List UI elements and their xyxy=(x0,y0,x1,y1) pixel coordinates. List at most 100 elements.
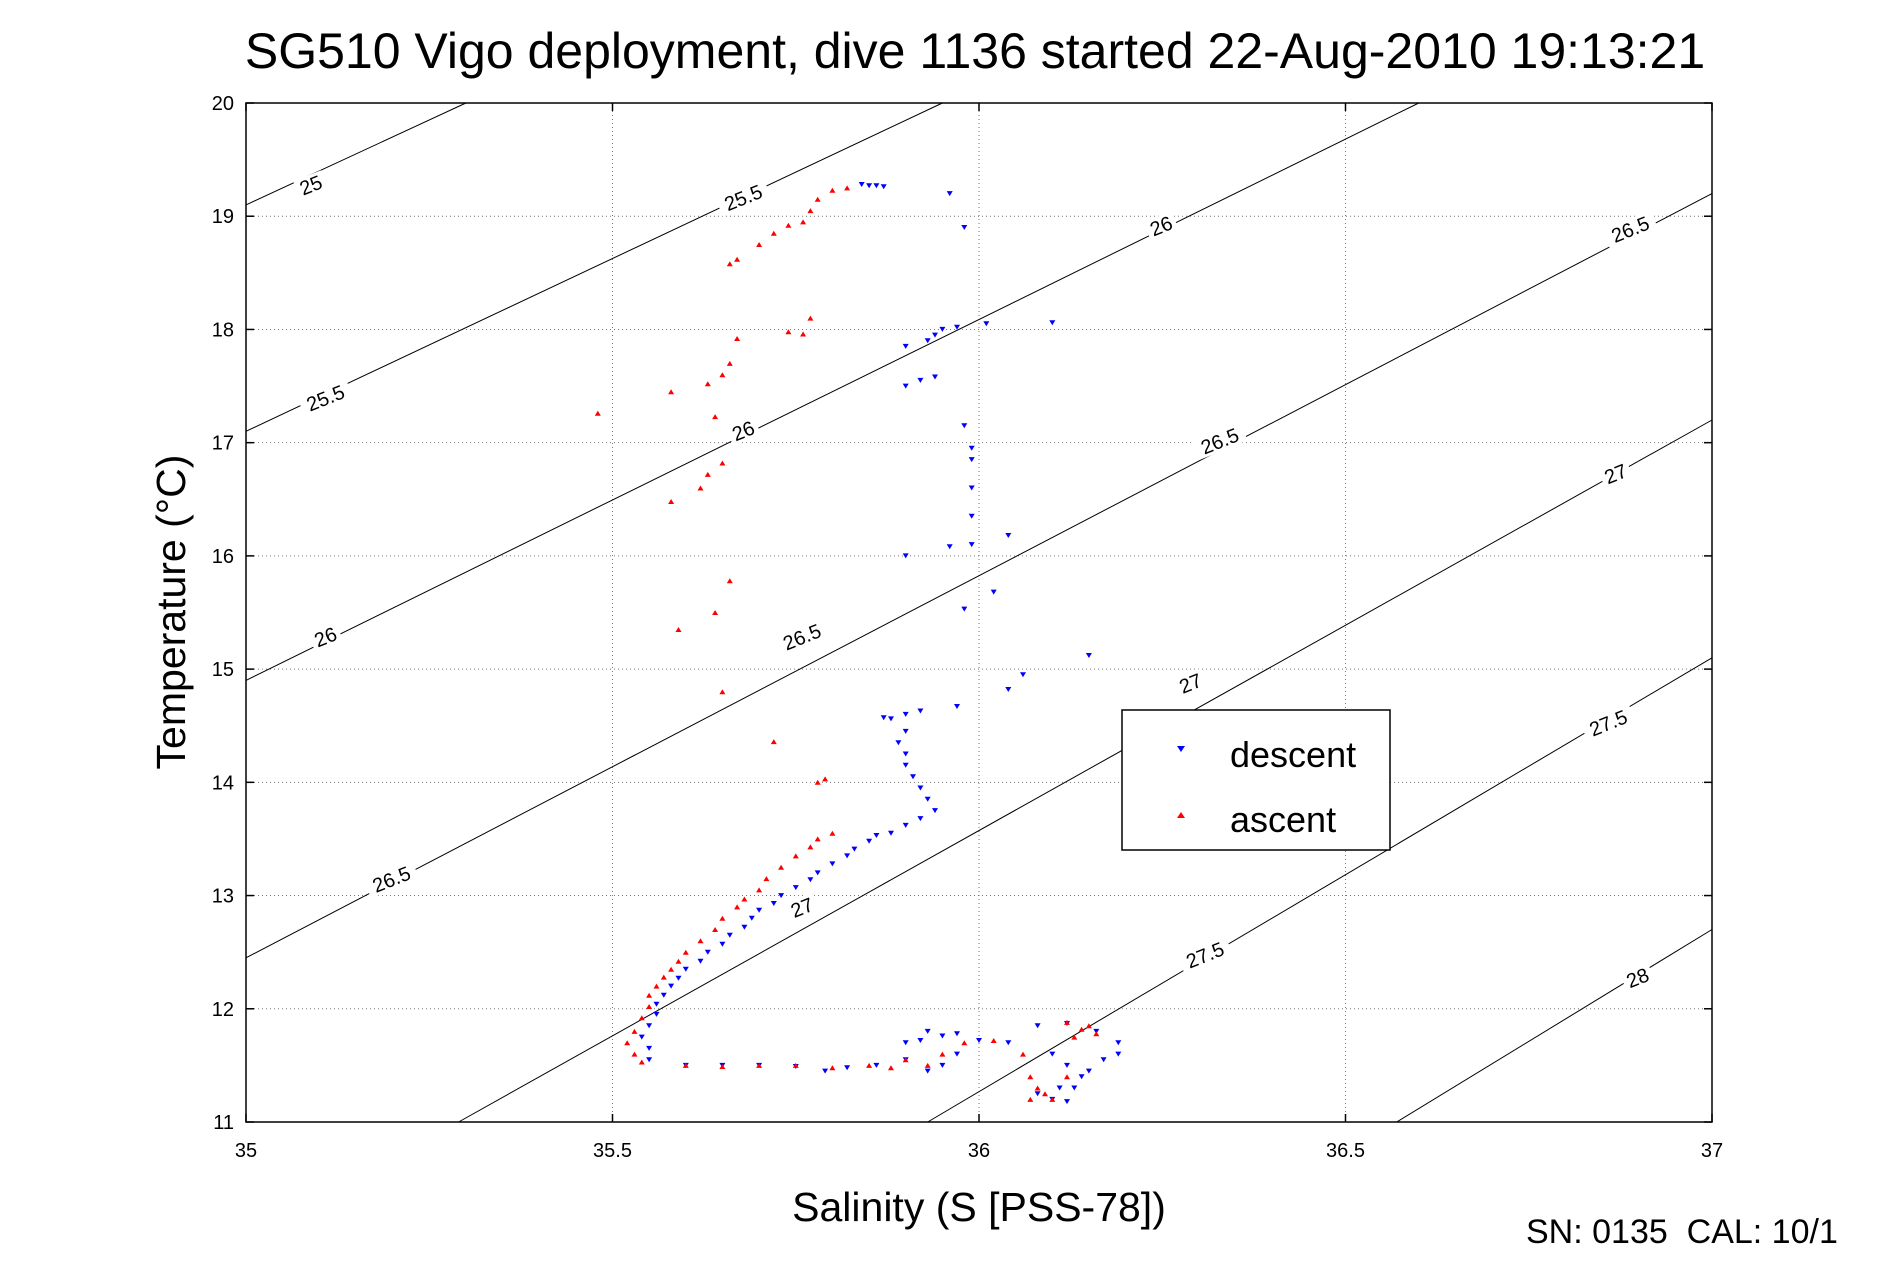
descent-point xyxy=(880,184,887,190)
isopycnal-line xyxy=(245,102,467,206)
isopycnal-label-bg xyxy=(1619,962,1656,993)
ascent-point xyxy=(719,460,726,466)
isopycnal-label-bg xyxy=(774,617,830,656)
ascent-point xyxy=(785,222,792,228)
ascent-point xyxy=(961,1040,968,1046)
descent-point xyxy=(954,704,960,709)
descent-point xyxy=(1115,1040,1122,1046)
ascent-point xyxy=(829,1065,836,1071)
ascent-point xyxy=(814,836,821,842)
ascent-point xyxy=(1071,1034,1078,1040)
descent-point xyxy=(932,332,938,338)
descent-point xyxy=(902,711,909,717)
descent-point xyxy=(910,774,916,780)
isopycnal-line xyxy=(1396,929,1713,1123)
ascent-point xyxy=(1027,1096,1034,1102)
descent-point xyxy=(866,838,873,844)
ascent-point xyxy=(792,853,799,859)
descent-point xyxy=(1034,1091,1041,1097)
descent-point xyxy=(1005,687,1012,692)
descent-point xyxy=(1115,1051,1122,1057)
grid-lines xyxy=(246,103,1712,1122)
ascent-point xyxy=(1064,1074,1070,1080)
descent-point xyxy=(902,751,909,757)
descent-point xyxy=(741,924,748,930)
descent-point xyxy=(646,1023,653,1029)
y-axis-label: Temperature (°C) xyxy=(148,455,194,770)
ascent-point xyxy=(770,230,777,236)
descent-point xyxy=(902,383,909,389)
plot-background xyxy=(246,103,1712,1122)
descent-point xyxy=(638,1034,645,1040)
descent-point xyxy=(932,374,938,380)
descent-point xyxy=(946,544,953,550)
x-tick-label: 37 xyxy=(1701,1140,1723,1162)
legend-descent-label: descent xyxy=(1230,734,1356,775)
descent-point xyxy=(1005,533,1012,538)
ascent-point xyxy=(822,776,829,782)
ascent-point xyxy=(756,242,763,247)
ascent-point xyxy=(1064,1019,1070,1025)
plot-area: 2525.525.526262626.526.526.526.527272727… xyxy=(212,93,1723,1162)
descent-point xyxy=(932,808,938,814)
descent-point xyxy=(895,740,902,746)
descent-point xyxy=(983,321,990,327)
descent-point xyxy=(1071,1085,1078,1091)
isopycnal-label-bg xyxy=(1597,458,1634,489)
isopycnal-label-bg xyxy=(1602,210,1659,249)
ascent-point xyxy=(719,372,726,378)
chart-title: SG510 Vigo deployment, dive 1136 started… xyxy=(245,23,1705,79)
descent-point xyxy=(770,901,777,906)
descent-point xyxy=(814,870,821,876)
ascent-point xyxy=(1034,1085,1041,1091)
ascent-point xyxy=(924,1062,931,1068)
descent-point xyxy=(968,513,975,519)
ascent-point xyxy=(631,1028,638,1034)
descent-point xyxy=(1049,1051,1056,1057)
ascent-point xyxy=(807,208,814,214)
isopycnal-line xyxy=(245,193,1713,959)
ascent-point xyxy=(792,1062,799,1068)
isopycnal-label-bg xyxy=(1172,668,1209,699)
descent-point xyxy=(924,338,931,344)
descent-point xyxy=(1064,1099,1070,1105)
descent-point xyxy=(1064,1062,1070,1068)
isopycnal-line xyxy=(927,657,1713,1123)
descent-point xyxy=(968,542,975,548)
descent-point xyxy=(917,1038,924,1043)
ascent-point xyxy=(902,1057,909,1063)
ascent-point xyxy=(726,360,733,366)
descent-point xyxy=(756,907,763,913)
descent-point xyxy=(939,1033,946,1039)
descent-point xyxy=(954,324,960,330)
descent-point xyxy=(873,1062,880,1068)
ascent-point xyxy=(866,1062,873,1068)
ascent-point xyxy=(800,219,807,225)
ascent-point xyxy=(726,578,733,584)
isopycnal-label-bg xyxy=(297,379,354,418)
data-markers xyxy=(594,182,1122,1105)
descent-point xyxy=(873,833,880,838)
ascent-point xyxy=(800,331,807,337)
ascent-point xyxy=(1093,1031,1100,1037)
ascent-point xyxy=(734,904,741,910)
descent-point xyxy=(902,762,909,768)
descent-point xyxy=(1005,1040,1012,1046)
ascent-point xyxy=(741,896,748,902)
ascent-point xyxy=(646,1004,653,1009)
descent-point xyxy=(976,1038,982,1043)
ascent-point xyxy=(1085,1023,1092,1029)
ascent-point xyxy=(704,471,711,477)
isopycnal-contours xyxy=(245,102,1713,1123)
ascent-point xyxy=(1049,1096,1056,1102)
ascent-point xyxy=(939,1051,946,1057)
ascent-point xyxy=(660,974,667,980)
x-tick-label: 35 xyxy=(235,1140,257,1162)
descent-point xyxy=(873,183,880,189)
ascent-point xyxy=(646,992,653,998)
ascent-point xyxy=(675,958,682,964)
ascent-point xyxy=(814,196,821,202)
isopycnal-label-bg xyxy=(363,860,420,899)
x-tick-label: 36.5 xyxy=(1326,1140,1365,1162)
